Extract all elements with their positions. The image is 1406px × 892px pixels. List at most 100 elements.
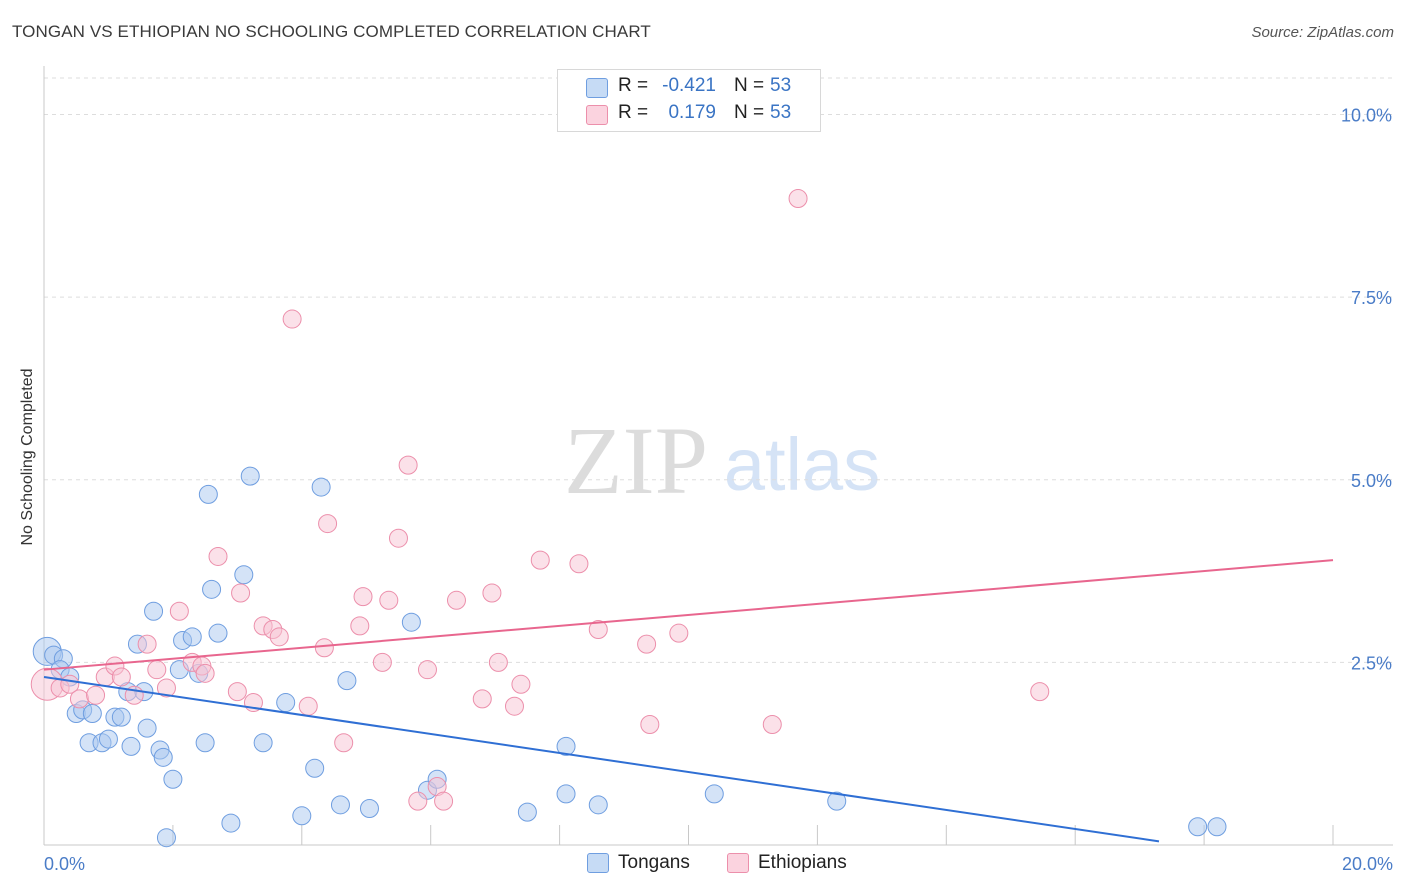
- tongan-point: [182, 627, 202, 647]
- ethiopian-point: [195, 663, 215, 683]
- ethiopian-point: [269, 627, 289, 647]
- n-value: 53: [770, 75, 792, 96]
- ethiopian-point: [227, 682, 247, 702]
- tongan-point: [556, 784, 576, 804]
- tongan-point: [704, 784, 724, 804]
- ethiopian-trend-line: [43, 559, 1334, 671]
- y-tick-label: 5.0%: [1351, 471, 1392, 491]
- tongan-point: [198, 484, 218, 504]
- y-tick-label: 10.0%: [1341, 106, 1392, 126]
- ethiopian-point: [637, 634, 657, 654]
- tongan-point: [311, 477, 331, 497]
- ethiopian-point: [504, 696, 524, 716]
- ethiopian-point: [69, 689, 89, 709]
- ethiopians-legend-swatch: [727, 853, 749, 873]
- ethiopian-point: [111, 667, 131, 687]
- ethiopian-point: [147, 660, 167, 680]
- ethiopian-point: [156, 678, 176, 698]
- ethiopian-point: [588, 620, 608, 640]
- ethiopian-point: [231, 583, 251, 603]
- ethiopian-point: [318, 514, 338, 534]
- series-legend: Tongans Ethiopians: [0, 852, 1406, 878]
- ethiopian-point: [762, 714, 782, 734]
- tongan-point: [253, 733, 273, 753]
- ethiopian-point: [353, 587, 373, 607]
- ethiopian-point: [511, 674, 531, 694]
- correlation-legend: R = -0.421 N = 53 R = 0.179 N = 53: [557, 69, 821, 132]
- ethiopian-point: [86, 685, 106, 705]
- tongan-point: [240, 466, 260, 486]
- tongan-point: [195, 733, 215, 753]
- tongan-point: [305, 758, 325, 778]
- r-value: 0.179: [668, 102, 716, 123]
- ethiopian-point: [208, 546, 228, 566]
- tongan-point: [827, 791, 847, 811]
- tongan-point: [330, 795, 350, 815]
- r-label: R =: [618, 102, 649, 123]
- ethiopian-point: [530, 550, 550, 570]
- ethiopian-point: [408, 791, 428, 811]
- ethiopian-point: [282, 309, 302, 329]
- x-tick-label: 0.0%: [44, 854, 85, 874]
- tongan-point: [111, 707, 131, 727]
- tongan-point: [156, 828, 176, 848]
- n-value: 53: [770, 102, 792, 123]
- chart-title: TONGAN VS ETHIOPIAN NO SCHOOLING COMPLET…: [12, 22, 651, 41]
- tongan-point: [234, 565, 254, 585]
- y-tick-label: 7.5%: [1351, 288, 1392, 308]
- tongan-point: [98, 729, 118, 749]
- ethiopian-point: [298, 696, 318, 716]
- ethiopian-point: [434, 791, 454, 811]
- tongan-point: [137, 718, 157, 738]
- tongan-point: [556, 736, 576, 756]
- trend-lines: [43, 559, 1334, 843]
- tick-labels: 2.5% 5.0% 7.5% 10.0% 0.0% 20.0%: [44, 106, 1393, 874]
- ethiopian-point: [482, 583, 502, 603]
- tongan-point: [202, 579, 222, 599]
- tongan-point: [221, 813, 241, 833]
- ethiopian-point: [334, 733, 354, 753]
- watermark-atlas: atlas: [724, 423, 880, 506]
- ethiopian-point: [137, 634, 157, 654]
- source-credit: Source: ZipAtlas.com: [1251, 24, 1394, 41]
- ethiopians-swatch: [586, 105, 608, 125]
- tongan-trend-line: [43, 676, 1160, 843]
- tongan-point: [359, 798, 379, 818]
- tongan-point: [517, 802, 537, 822]
- ethiopian-point: [569, 554, 589, 574]
- axes: [43, 66, 1393, 846]
- tongan-point: [337, 671, 357, 691]
- ethiopian-point: [379, 590, 399, 610]
- tongan-point: [588, 795, 608, 815]
- tongan-point: [153, 747, 173, 767]
- legend-row-tongans: R = -0.421 N = 53: [558, 75, 820, 101]
- legend-item-tongans: Tongans: [618, 852, 690, 873]
- tongan-point: [276, 693, 296, 713]
- y-tick-label: 2.5%: [1351, 653, 1392, 673]
- tongan-point: [121, 736, 141, 756]
- ethiopian-point: [488, 652, 508, 672]
- tongans-swatch: [586, 78, 608, 98]
- ethiopian-point: [446, 590, 466, 610]
- n-label: N =: [734, 102, 765, 123]
- ethiopian-point: [640, 714, 660, 734]
- data-points: [30, 189, 1227, 848]
- tongan-point: [208, 623, 228, 643]
- ethiopian-point: [372, 652, 392, 672]
- tongan-point: [144, 601, 164, 621]
- legend-item-ethiopians: Ethiopians: [758, 852, 847, 873]
- r-value: -0.421: [662, 75, 716, 96]
- ethiopian-point: [388, 528, 408, 548]
- watermark-zip: ZIP: [564, 407, 708, 514]
- legend-row-ethiopians: R = 0.179 N = 53: [558, 102, 820, 128]
- ethiopian-point: [398, 455, 418, 475]
- ethiopian-point: [472, 689, 492, 709]
- tongans-legend-swatch: [587, 853, 609, 873]
- tongan-point: [401, 612, 421, 632]
- ethiopian-point: [314, 638, 334, 658]
- tongan-point: [292, 806, 312, 826]
- zipatlas-watermark: ZIP atlas: [564, 407, 880, 514]
- tongan-point: [1188, 817, 1208, 837]
- tongan-point: [82, 704, 102, 724]
